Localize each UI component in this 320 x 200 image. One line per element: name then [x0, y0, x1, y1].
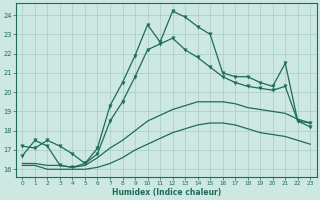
X-axis label: Humidex (Indice chaleur): Humidex (Indice chaleur): [112, 188, 221, 197]
